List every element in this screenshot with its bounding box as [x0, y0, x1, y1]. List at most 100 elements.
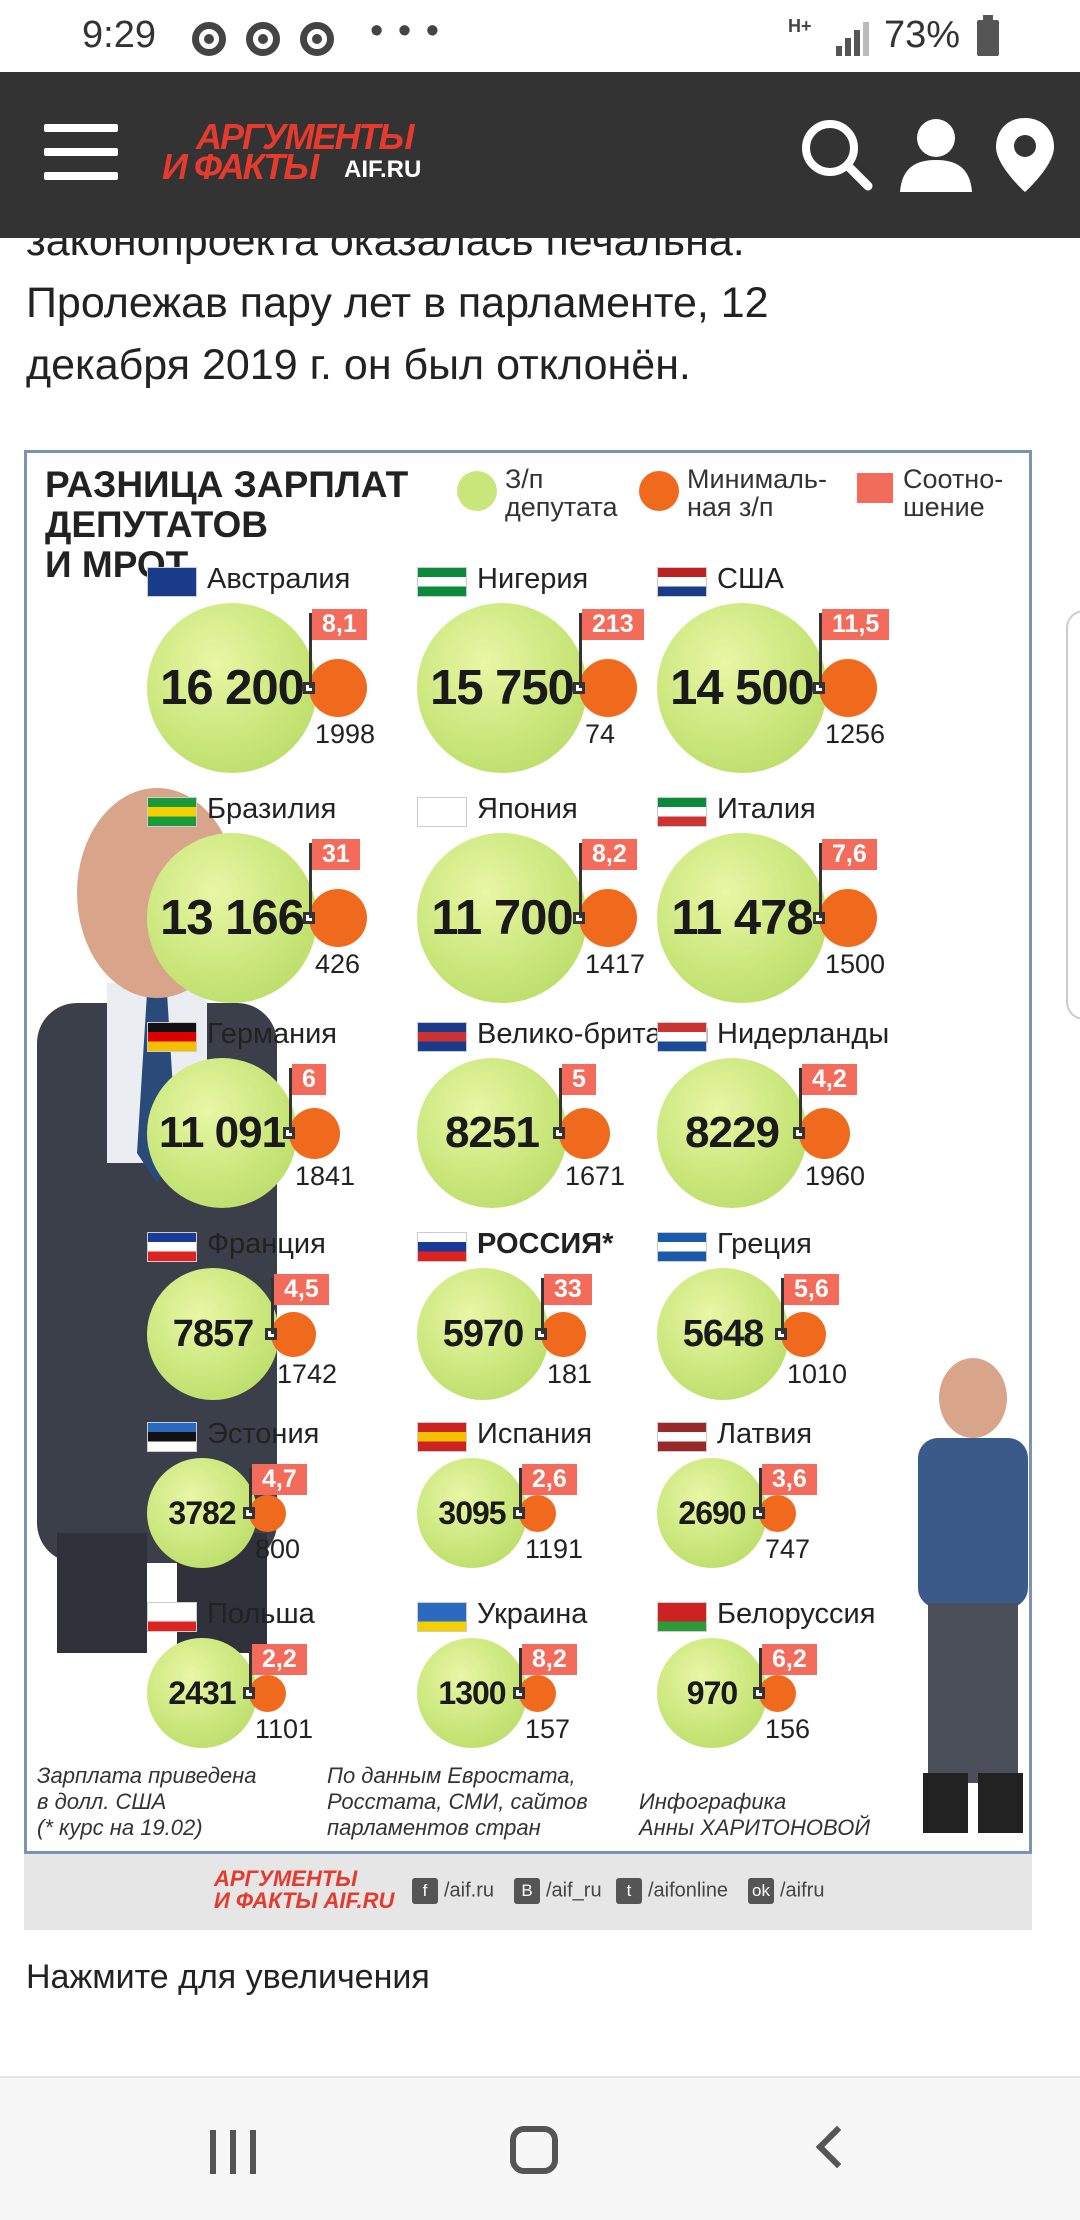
ratio-flag: 8,2: [522, 1644, 577, 1675]
country-flag-icon: [147, 567, 197, 597]
country-name: Нигерия: [477, 563, 589, 595]
minimum-wage-value: 426: [315, 949, 361, 979]
menu-icon[interactable]: [44, 122, 118, 184]
minimum-wage-circle: [781, 1311, 826, 1357]
ratio-flagpole: [579, 613, 582, 688]
deputy-salary-value: 3095: [438, 1494, 506, 1531]
battery-icon: [977, 15, 999, 56]
chrome-notification-icon: [300, 22, 334, 56]
search-icon[interactable]: [796, 114, 876, 194]
footer-logo: АРГУМЕНТЫ И ФАКТЫ AIF.RU: [214, 1868, 394, 1912]
deputy-salary-circle: 16 200: [147, 603, 317, 773]
country-flag-icon: [147, 1022, 197, 1052]
note-line: Зарплата приведена: [37, 1763, 257, 1788]
country-name: Япония: [477, 793, 578, 825]
note-line: Росстата, СМИ, сайтов: [327, 1789, 588, 1814]
minimum-wage-value: 1960: [805, 1160, 866, 1191]
site-logo[interactable]: АРГУМЕНТЫ И ФАКТЫ AIF.RU: [162, 116, 462, 187]
country-flag-icon: [657, 1232, 707, 1262]
user-icon[interactable]: [896, 114, 976, 194]
edge-panel-handle[interactable]: [1066, 610, 1080, 1020]
deputy-salary-value: 970: [686, 1674, 738, 1711]
ratio-flagpole: [559, 1068, 562, 1133]
ratio-flag: 213: [582, 609, 644, 640]
ratio-flag: 2,2: [252, 1644, 307, 1675]
recent-apps-button[interactable]: [210, 2130, 256, 2174]
country-name: Бразилия: [207, 793, 337, 825]
note-line: в долл. США: [37, 1789, 167, 1814]
deputy-salary-circle: 11 091: [147, 1058, 297, 1208]
vk-link[interactable]: B/aif_ru: [514, 1878, 602, 1904]
ratio-flag: 6,2: [762, 1644, 817, 1675]
legend-label: шение: [903, 492, 985, 522]
country-flag-icon: [657, 567, 707, 597]
note-line: Инфографика: [639, 1789, 787, 1814]
infographic-title: РАЗНИЦА ЗАРПЛАТ ДЕПУТАТОВ И МРОТ: [45, 465, 408, 585]
minimum-wage-circle: [271, 1311, 316, 1357]
country-cell: Латвия 2690 3,6 747: [657, 1418, 922, 1648]
ratio-flagpole: [271, 1278, 274, 1334]
ratio-flagpole: [519, 1648, 522, 1693]
legend-label: Минималь-: [687, 464, 827, 494]
ratio-flag: 3,6: [762, 1464, 817, 1495]
country-name: Эстония: [207, 1418, 320, 1450]
minimum-wage-circle: [249, 1494, 286, 1532]
legend-label: ная з/п: [687, 492, 774, 522]
system-nav-bar: [0, 2076, 1080, 2220]
deputy-salary-value: 13 166: [160, 891, 305, 945]
deputy-salary-value: 16 200: [160, 661, 305, 715]
ratio-flagpole: [819, 843, 822, 918]
ratio-flag: 4,7: [252, 1464, 307, 1495]
country-flag-icon: [417, 1022, 467, 1052]
minimum-wage-value: 1191: [525, 1533, 584, 1564]
back-button[interactable]: [815, 2125, 859, 2169]
article-line: декабря 2019 г. он был отклонён.: [26, 341, 691, 389]
twitter-link[interactable]: t/aifonline: [616, 1878, 728, 1904]
facebook-link[interactable]: f/aif.ru: [412, 1878, 494, 1904]
social-handle: /aifru: [780, 1879, 825, 1902]
legend-minimum-swatch: [639, 471, 679, 511]
deputy-salary-value: 1300: [438, 1674, 506, 1711]
deputy-salary-circle: 15 750: [417, 603, 587, 773]
country-name: Италия: [717, 793, 816, 825]
deputy-salary-value: 2690: [678, 1494, 746, 1531]
enlarge-hint[interactable]: Нажмите для увеличения: [26, 1958, 430, 1996]
legend-label: депутата: [505, 492, 618, 522]
legend-label: Соотно-: [903, 464, 1004, 494]
country-cell: Испания 3095 2,6 1191: [417, 1418, 682, 1648]
deputy-salary-circle: 11 478: [657, 833, 827, 1003]
country-flag-icon: [417, 567, 467, 597]
location-pin-icon[interactable]: [992, 114, 1058, 194]
deputy-salary-value: 8229: [685, 1108, 780, 1157]
country-name: Греция: [717, 1228, 812, 1260]
minimum-wage-circle: [759, 1494, 796, 1532]
note-line: Анны ХАРИТОНОВОЙ: [639, 1815, 871, 1840]
deputy-salary-value: 2431: [168, 1674, 236, 1711]
minimum-wage-value: 1841: [295, 1160, 356, 1191]
legend-ratio-swatch: [857, 473, 893, 503]
salary-infographic[interactable]: РАЗНИЦА ЗАРПЛАТ ДЕПУТАТОВ И МРОТ З/п деп…: [24, 450, 1032, 1854]
minimum-wage-value: 1256: [825, 719, 886, 749]
home-button[interactable]: [510, 2126, 558, 2174]
logo-site: AIF.RU: [344, 156, 422, 183]
minimum-wage-circle: [759, 1674, 796, 1712]
country-name: РОССИЯ*: [477, 1228, 614, 1260]
ratio-flag: 4,2: [802, 1064, 857, 1095]
country-flag-icon: [147, 1422, 197, 1452]
country-flag-icon: [657, 1422, 707, 1452]
infographic-footer: АРГУМЕНТЫ И ФАКТЫ AIF.RU f/aif.ru B/aif_…: [24, 1854, 1032, 1930]
deputy-salary-value: 5648: [682, 1312, 765, 1355]
title-line: РАЗНИЦА ЗАРПЛАТ: [45, 464, 409, 505]
ratio-flag: 8,2: [582, 839, 637, 870]
ratio-flagpole: [541, 1278, 544, 1334]
deputy-salary-circle: 970: [657, 1638, 767, 1748]
country-flag-icon: [147, 797, 197, 827]
social-handle: /aifonline: [648, 1879, 729, 1902]
country-cell: Франция 7857 4,5 1742: [147, 1228, 412, 1458]
social-handle: /aif_ru: [546, 1879, 602, 1902]
minimum-wage-value: 1010: [787, 1358, 848, 1389]
ratio-flagpole: [759, 1648, 762, 1693]
legend-deputy-swatch: [457, 471, 497, 511]
odnoklassniki-link[interactable]: ok/aifru: [748, 1878, 824, 1904]
country-name: Польша: [207, 1598, 315, 1630]
